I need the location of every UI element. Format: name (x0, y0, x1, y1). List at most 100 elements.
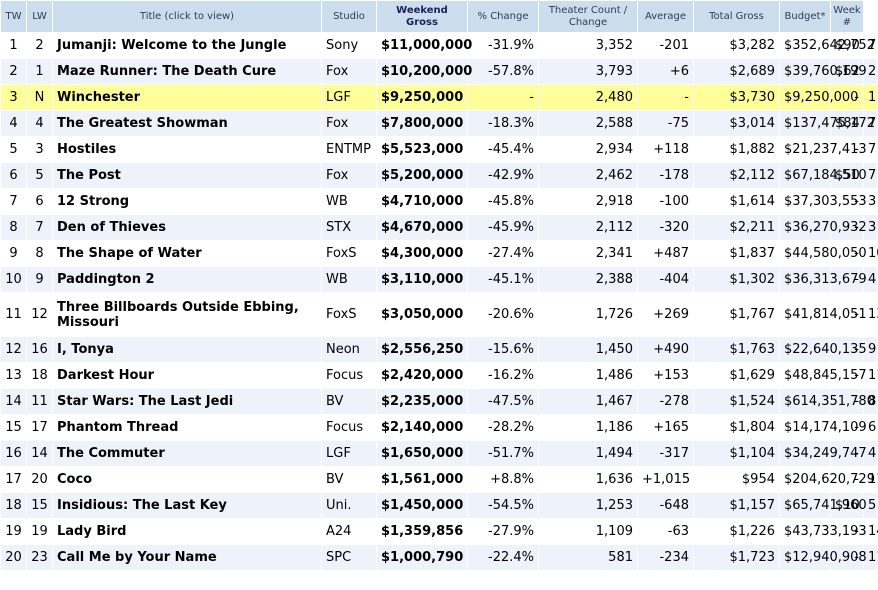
cell-average: $1,629 (694, 363, 779, 388)
cell-tw: 10 (1, 267, 26, 292)
movie-title-link[interactable]: The Post (53, 163, 321, 188)
cell-budget: - (831, 293, 863, 336)
header-title[interactable]: Title (click to view) (53, 1, 321, 32)
cell-studio: WB (322, 267, 376, 292)
cell-tw: 1 (1, 33, 26, 58)
header-lw[interactable]: LW (27, 1, 52, 32)
movie-title-link[interactable]: Coco (53, 467, 321, 492)
cell-weekend-gross: $4,300,000 (377, 241, 467, 266)
cell-theater-change: +487 (638, 241, 693, 266)
movie-title-link[interactable]: Lady Bird (53, 519, 321, 544)
header-average[interactable]: Average (638, 1, 693, 32)
cell-average: $1,302 (694, 267, 779, 292)
movie-title-link[interactable]: 12 Strong (53, 189, 321, 214)
cell-budget: - (831, 467, 863, 492)
cell-average: $1,804 (694, 415, 779, 440)
cell-studio: Neon (322, 337, 376, 362)
cell-week: 5 (864, 493, 877, 518)
cell-total-gross: $137,475,172 (780, 111, 875, 136)
table-row: 16 14 The Commuter LGF $1,650,000 -51.7% 1,494… (1, 441, 877, 466)
cell-average: $1,837 (694, 241, 779, 266)
cell-average: $1,614 (694, 189, 779, 214)
cell-week: 2 (864, 59, 877, 84)
movie-title-link[interactable]: Paddington 2 (53, 267, 321, 292)
header-budget[interactable]: Budget* (780, 1, 830, 32)
table-row: 5 3 Hostiles ENTMP $5,523,000 -45.4% 2,934 +118… (1, 137, 877, 162)
cell-pct-change: -45.8% (468, 189, 538, 214)
cell-total-gross: $352,642,752 (780, 33, 875, 58)
movie-title-link[interactable]: Maze Runner: The Death Cure (53, 59, 321, 84)
header-pct-change[interactable]: % Change (468, 1, 538, 32)
movie-title-link[interactable]: Den of Thieves (53, 215, 321, 240)
cell-theater-change: -63 (638, 519, 693, 544)
cell-average: $3,282 (694, 33, 779, 58)
cell-week: 11 (864, 363, 878, 388)
cell-average: $1,763 (694, 337, 779, 362)
cell-budget: - (831, 137, 863, 162)
header-weekend-gross[interactable]: Weekend Gross (377, 1, 467, 32)
movie-title-link[interactable]: Insidious: The Last Key (53, 493, 321, 518)
cell-tw: 12 (1, 337, 26, 362)
header-row: TW LW Title (click to view) Studio Weeke… (1, 1, 877, 32)
header-theater-count[interactable]: Theater Count / Change (539, 1, 637, 32)
cell-average: $1,104 (694, 441, 779, 466)
movie-title-link[interactable]: Three Billboards Outside Ebbing, Missour… (53, 293, 321, 336)
cell-total-gross: $36,313,679 (780, 267, 867, 292)
movie-title-link[interactable]: The Commuter (53, 441, 321, 466)
movie-title-link[interactable]: Phantom Thread (53, 415, 321, 440)
cell-pct-change: -27.9% (468, 519, 538, 544)
cell-theater-count: 1,486 (539, 363, 637, 388)
cell-lw: 8 (27, 241, 52, 266)
cell-week: 7 (864, 137, 877, 162)
movie-title-link[interactable]: I, Tonya (53, 337, 321, 362)
cell-budget: - (831, 241, 863, 266)
movie-title-link[interactable]: The Shape of Water (53, 241, 321, 266)
cell-total-gross: $21,237,413 (780, 137, 867, 162)
header-total-gross[interactable]: Total Gross (694, 1, 779, 32)
cell-lw: 6 (27, 189, 52, 214)
cell-tw: 4 (1, 111, 26, 136)
cell-theater-count: 2,918 (539, 189, 637, 214)
cell-lw: 18 (27, 363, 52, 388)
cell-weekend-gross: $10,200,000 (377, 59, 472, 84)
cell-lw: 14 (27, 441, 52, 466)
table-row: 17 20 Coco BV $1,561,000 +8.8% 1,636 +1,015 $954… (1, 467, 878, 492)
cell-theater-change: +1,015 (638, 467, 693, 492)
cell-budget: - (831, 85, 863, 110)
movie-title-link[interactable]: Darkest Hour (53, 363, 321, 388)
cell-week: 13 (864, 293, 878, 336)
cell-theater-count: 2,934 (539, 137, 637, 162)
movie-title-link[interactable]: Winchester (53, 85, 321, 110)
header-studio[interactable]: Studio (322, 1, 376, 32)
movie-title-link[interactable]: Jumanji: Welcome to the Jungle (53, 33, 321, 58)
cell-tw: 7 (1, 189, 26, 214)
cell-theater-count: 2,480 (539, 85, 637, 110)
cell-pct-change: -42.9% (468, 163, 538, 188)
movie-title-link[interactable]: The Greatest Showman (53, 111, 321, 136)
cell-week: 10 (864, 241, 878, 266)
cell-average: $1,157 (694, 493, 779, 518)
cell-average: $3,730 (694, 85, 779, 110)
cell-studio: Sony (322, 33, 376, 58)
cell-week: 4 (864, 441, 877, 466)
header-tw[interactable]: TW (1, 1, 26, 32)
cell-theater-change: +6 (638, 59, 693, 84)
cell-lw: 20 (27, 467, 52, 492)
cell-average: $1,882 (694, 137, 779, 162)
cell-lw: 9 (27, 267, 52, 292)
cell-pct-change: -45.1% (468, 267, 538, 292)
table-row: 13 18 Darkest Hour Focus $2,420,000 -16.2% 1,4… (1, 363, 878, 388)
header-week[interactable]: Week # (831, 1, 863, 32)
cell-budget: - (831, 267, 863, 292)
cell-tw: 11 (1, 293, 26, 336)
movie-title-link[interactable]: Star Wars: The Last Jedi (53, 389, 321, 414)
movie-title-link[interactable]: Hostiles (53, 137, 321, 162)
cell-weekend-gross: $2,420,000 (377, 363, 467, 388)
cell-weekend-gross: $4,670,000 (377, 215, 467, 240)
cell-budget: - (831, 415, 863, 440)
movie-title-link[interactable]: Call Me by Your Name (53, 545, 321, 570)
cell-total-gross: $22,640,135 (780, 337, 867, 362)
cell-theater-change: +153 (638, 363, 693, 388)
cell-budget: - (831, 337, 863, 362)
cell-pct-change: -51.7% (468, 441, 538, 466)
